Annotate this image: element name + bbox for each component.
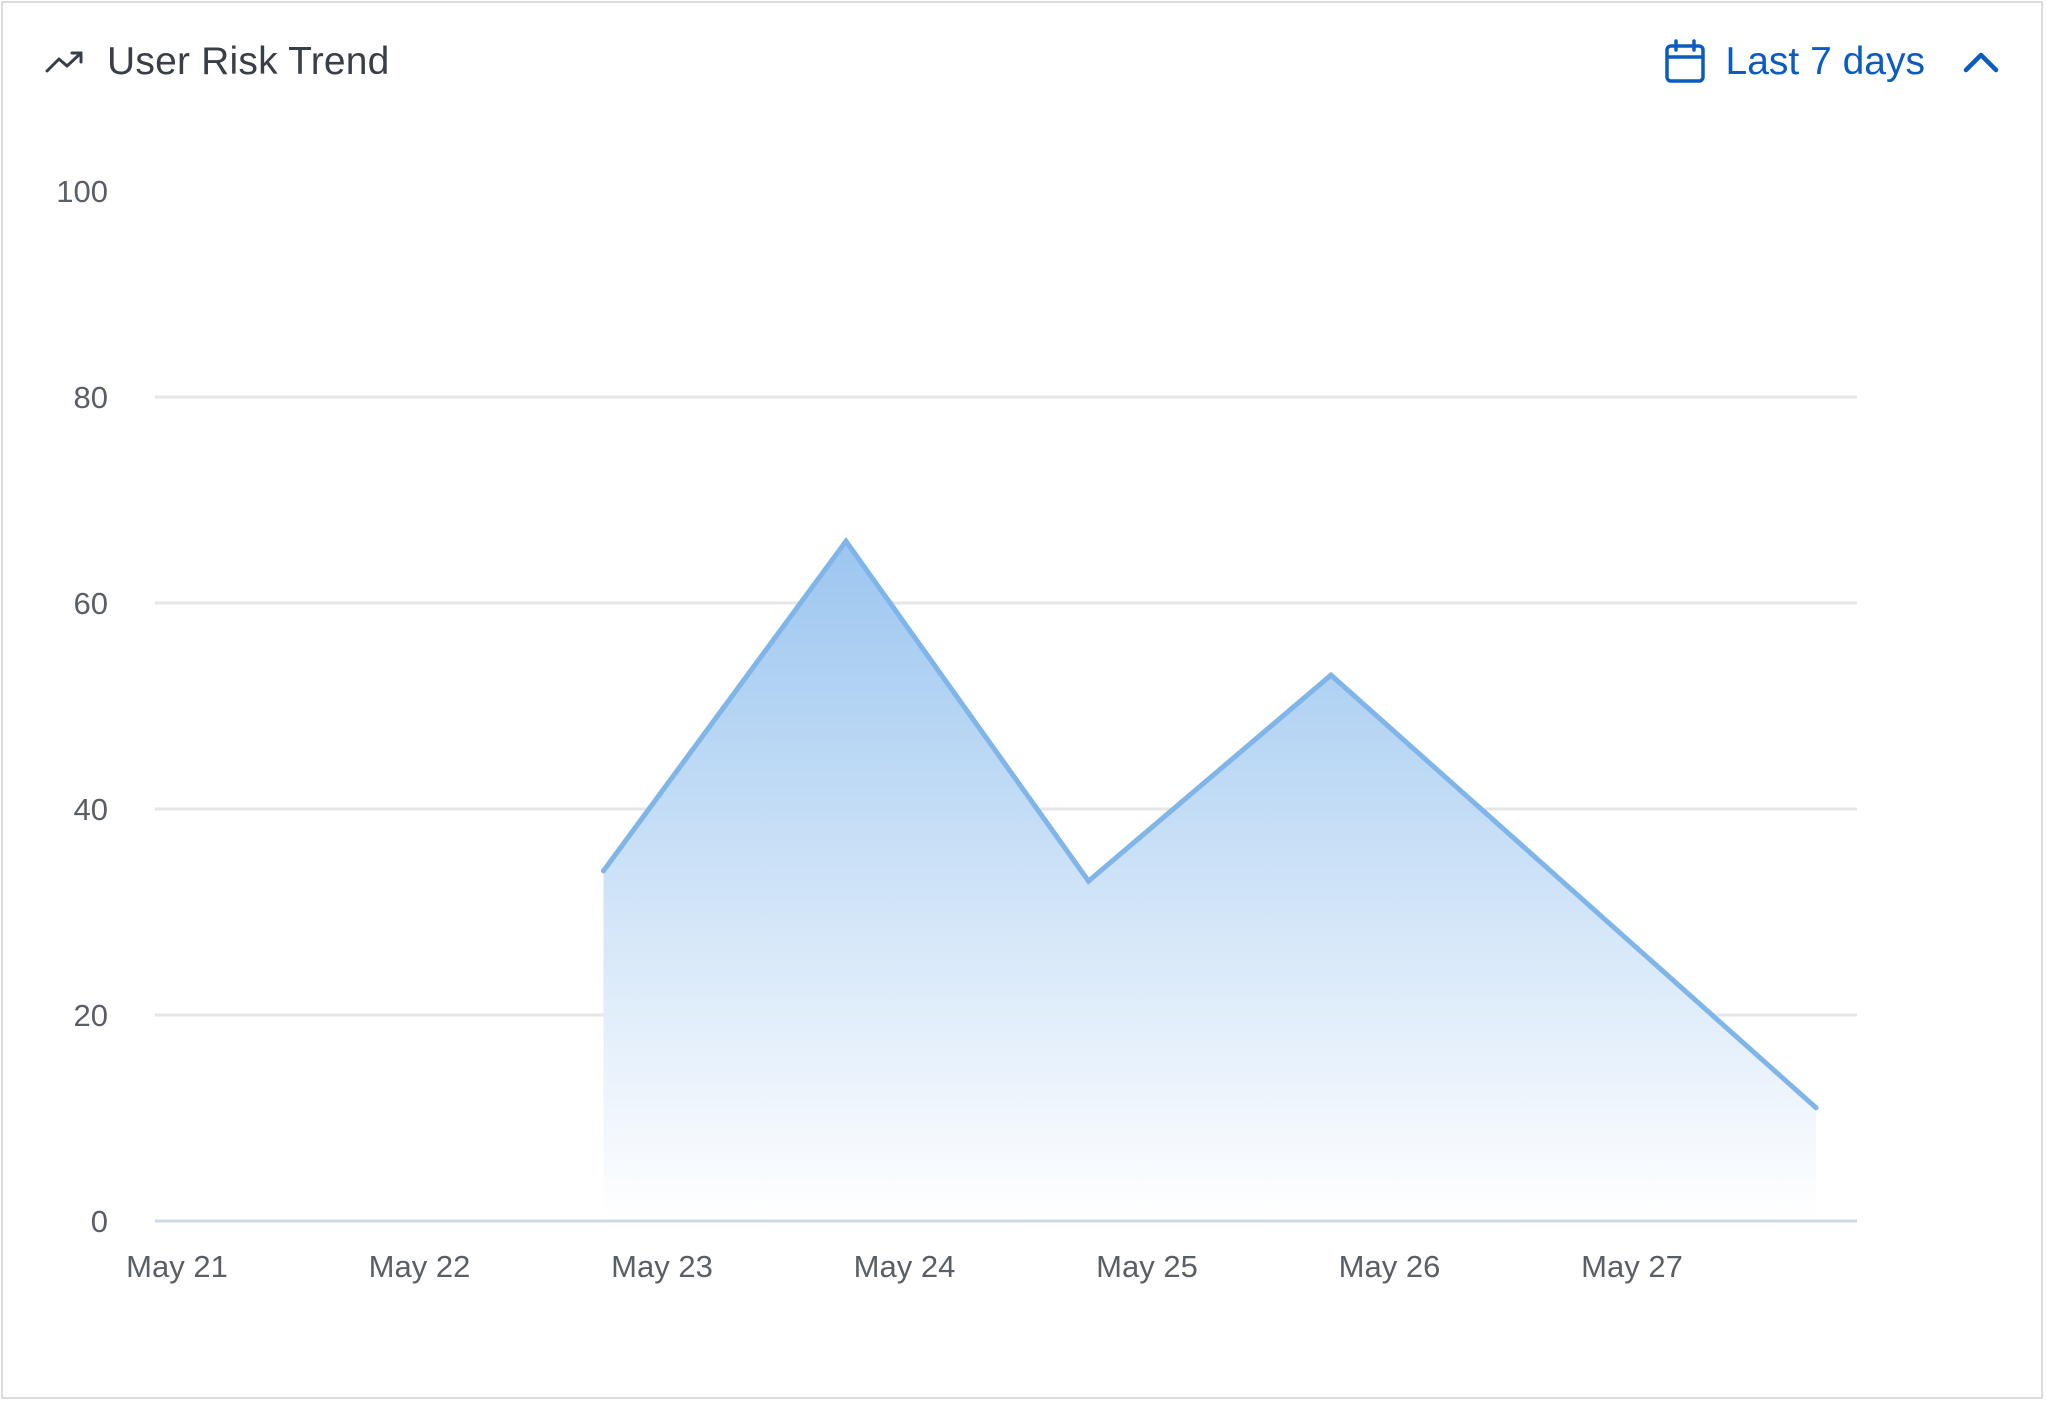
data-point	[1328, 672, 1334, 678]
y-tick-label: 40	[74, 792, 108, 827]
x-tick-label: May 22	[369, 1249, 471, 1284]
y-axis: 0 20 40 60 80 100	[56, 174, 108, 1239]
calendar-icon	[1664, 39, 1706, 85]
y-tick-label: 0	[91, 1204, 108, 1239]
card-header: User Risk Trend	[45, 33, 390, 91]
plot-area	[601, 536, 1819, 1219]
x-tick-label: May 24	[854, 1249, 956, 1284]
data-point	[1086, 878, 1091, 884]
area-fill	[603, 541, 1816, 1219]
trending-up-icon	[45, 49, 85, 75]
y-tick-label: 60	[74, 586, 108, 621]
date-range-label: Last 7 days	[1725, 40, 1925, 83]
data-point	[601, 868, 606, 874]
y-tick-label: 100	[56, 174, 108, 209]
data-point	[1813, 1105, 1819, 1111]
x-tick-label: May 21	[126, 1249, 228, 1284]
x-tick-label: May 26	[1339, 1249, 1441, 1284]
date-range-selector[interactable]: Last 7 days	[1664, 31, 1999, 93]
x-tick-label: May 27	[1581, 1249, 1683, 1284]
x-tick-label: May 25	[1096, 1249, 1198, 1284]
x-axis: May 21 May 22 May 23 May 24 May 25 May 26 May …	[126, 1249, 1683, 1284]
chevron-up-icon	[1963, 51, 1999, 73]
y-tick-label: 80	[74, 380, 108, 415]
chart-title: User Risk Trend	[107, 40, 390, 83]
y-tick-label: 20	[74, 998, 108, 1033]
data-point	[843, 538, 849, 544]
x-tick-label: May 23	[611, 1249, 713, 1284]
